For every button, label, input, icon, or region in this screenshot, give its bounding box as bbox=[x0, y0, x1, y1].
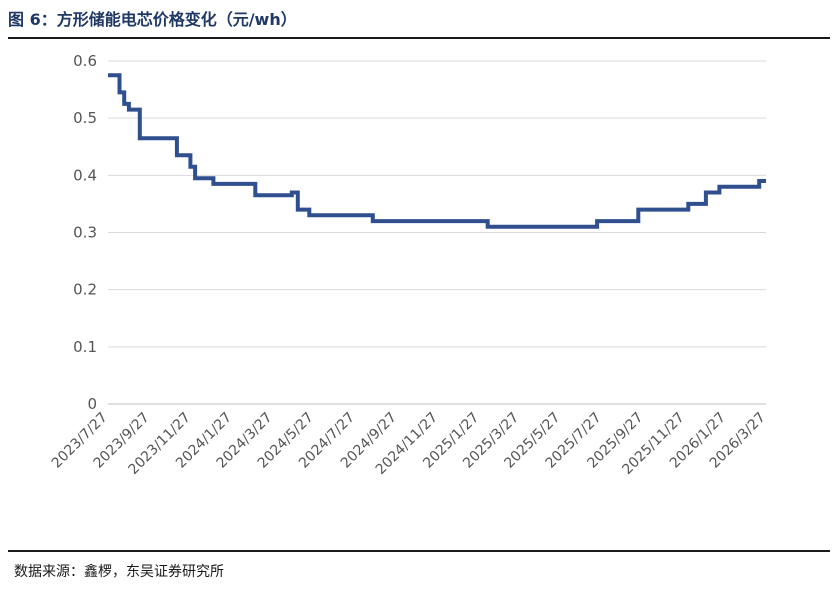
price-series-line bbox=[108, 73, 766, 229]
series-group bbox=[107, 73, 767, 229]
y-tick-label: 0.5 bbox=[73, 109, 97, 127]
grid-lines bbox=[108, 60, 766, 405]
price-chart: 0 0.1 0.2 0.3 0.4 0.5 0.6 2023/7/272023/9/2720… bbox=[49, 52, 769, 478]
y-tick-label: 0.3 bbox=[73, 224, 97, 242]
y-tick-label: 0.2 bbox=[73, 281, 97, 299]
bottom-rule bbox=[8, 550, 830, 552]
y-tick-label: 0.4 bbox=[73, 166, 97, 184]
source-note: 数据来源：鑫椤，东吴证券研究所 bbox=[14, 564, 224, 580]
y-tick-label: 0.6 bbox=[73, 52, 97, 70]
top-rule bbox=[8, 37, 830, 39]
x-axis-ticks: 2023/7/272023/9/272023/11/272024/1/27202… bbox=[49, 410, 769, 478]
y-tick-label: 0.1 bbox=[73, 338, 97, 356]
y-axis-ticks: 0 0.1 0.2 0.3 0.4 0.5 0.6 bbox=[73, 52, 97, 413]
y-tick-label: 0 bbox=[87, 395, 97, 413]
figure-title: 图 6：方形储能电芯价格变化（元/wh） bbox=[8, 10, 297, 29]
